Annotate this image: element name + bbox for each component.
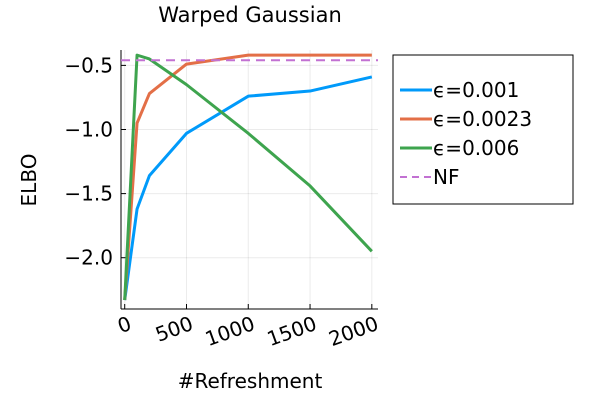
series-line-1 [123, 75, 373, 301]
x-ticks: 0 500 1000 1500 2000 [114, 304, 382, 351]
x-tick-label: 0 [114, 311, 134, 338]
y-tick-label: −2.0 [64, 246, 113, 270]
y-axis-label: ELBO [17, 154, 41, 207]
legend-label: ϵ=0.006 [433, 136, 519, 160]
legend: ϵ=0.001 ϵ=0.0023 ϵ=0.006 NF [392, 54, 574, 205]
chart-title: Warped Gaussian [158, 3, 342, 27]
series-line-2 [123, 53, 372, 301]
x-tick-label: 2000 [325, 311, 381, 351]
y-tick-label: −0.5 [64, 53, 113, 77]
x-tick-label: 1500 [264, 311, 320, 351]
legend-label: NF [433, 165, 459, 189]
legend-label: ϵ=0.0023 [433, 107, 532, 131]
grid [121, 50, 378, 309]
legend-label: ϵ=0.001 [433, 78, 519, 102]
x-tick-label: 500 [152, 311, 196, 347]
series-line-3 [123, 53, 373, 301]
axes [120, 50, 378, 310]
series-layer [121, 53, 378, 301]
x-axis-label: #Refreshment [178, 369, 323, 393]
y-tick-label: −1.0 [64, 117, 113, 141]
y-ticks: −2.0 −1.5 −1.0 −0.5 [64, 53, 126, 270]
legend-box [392, 54, 574, 205]
x-tick-label: 1000 [202, 311, 258, 351]
y-tick-label: −1.5 [64, 182, 113, 206]
